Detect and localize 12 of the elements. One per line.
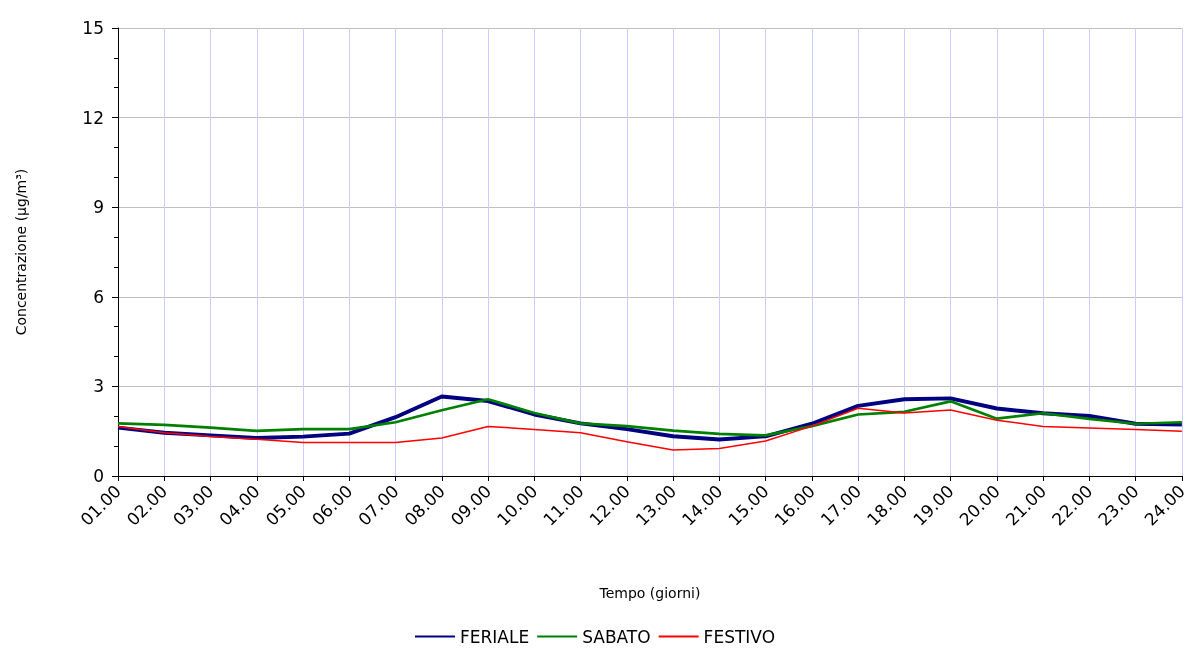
y-tick-label: 3 <box>93 376 104 397</box>
legend-label: FERIALE <box>459 626 530 647</box>
y-axis-title: Concentrazione (µg/m³) <box>13 168 29 336</box>
y-tick-label: 0 <box>93 466 104 486</box>
legend-label: FESTIVO <box>703 626 776 647</box>
legend-label: SABATO <box>582 626 651 647</box>
x-axis-title: Tempo (giorni) <box>598 585 701 601</box>
y-tick-label: 9 <box>93 197 104 218</box>
line-series <box>117 407 1183 451</box>
y-tick-label: 15 <box>82 18 104 38</box>
y-tick-label: 6 <box>93 286 104 307</box>
y-tick-label: 12 <box>82 107 104 128</box>
